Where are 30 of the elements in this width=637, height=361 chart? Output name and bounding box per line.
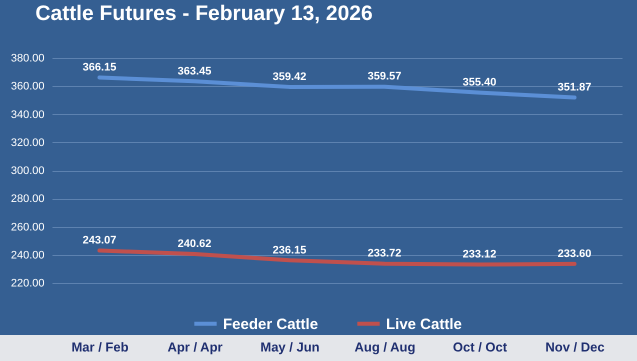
x-tick-label: Apr / Apr xyxy=(167,340,223,354)
y-tick-label: 300.00 xyxy=(10,165,44,177)
y-tick-label: 240.00 xyxy=(10,249,44,262)
data-label: 359.57 xyxy=(368,70,402,83)
y-tick-label: 320.00 xyxy=(10,136,44,149)
x-tick-label: Mar / Feb xyxy=(71,340,129,354)
y-tick-label: 360.00 xyxy=(10,80,44,93)
y-tick-label: 220.00 xyxy=(10,278,44,290)
data-label: 243.07 xyxy=(82,234,116,247)
data-label: 359.42 xyxy=(272,70,306,83)
data-label: 355.40 xyxy=(462,76,496,89)
x-tick-label: May / Jun xyxy=(260,340,320,354)
x-tick-label: Aug / Aug xyxy=(354,340,416,354)
data-label: 351.87 xyxy=(558,82,592,94)
data-label: 240.62 xyxy=(178,238,212,250)
data-label: 236.15 xyxy=(272,244,306,256)
data-label: 233.60 xyxy=(558,248,592,260)
data-label: 233.72 xyxy=(368,248,402,260)
y-tick-label: 280.00 xyxy=(10,193,44,206)
data-label: 366.15 xyxy=(82,61,116,74)
y-tick-label: 380.00 xyxy=(10,52,44,64)
data-label: 363.45 xyxy=(178,65,212,78)
data-label: 233.12 xyxy=(462,248,496,261)
chart-title: Cattle Futures - February 13, 2026 xyxy=(35,2,373,25)
legend-label: Feeder Cattle xyxy=(223,316,318,333)
x-tick-label: Oct / Oct xyxy=(452,340,508,354)
y-tick-label: 260.00 xyxy=(10,221,44,234)
x-tick-label: Nov / Dec xyxy=(545,340,605,354)
legend-label: Live Cattle xyxy=(386,316,462,333)
y-tick-label: 340.00 xyxy=(10,108,44,121)
